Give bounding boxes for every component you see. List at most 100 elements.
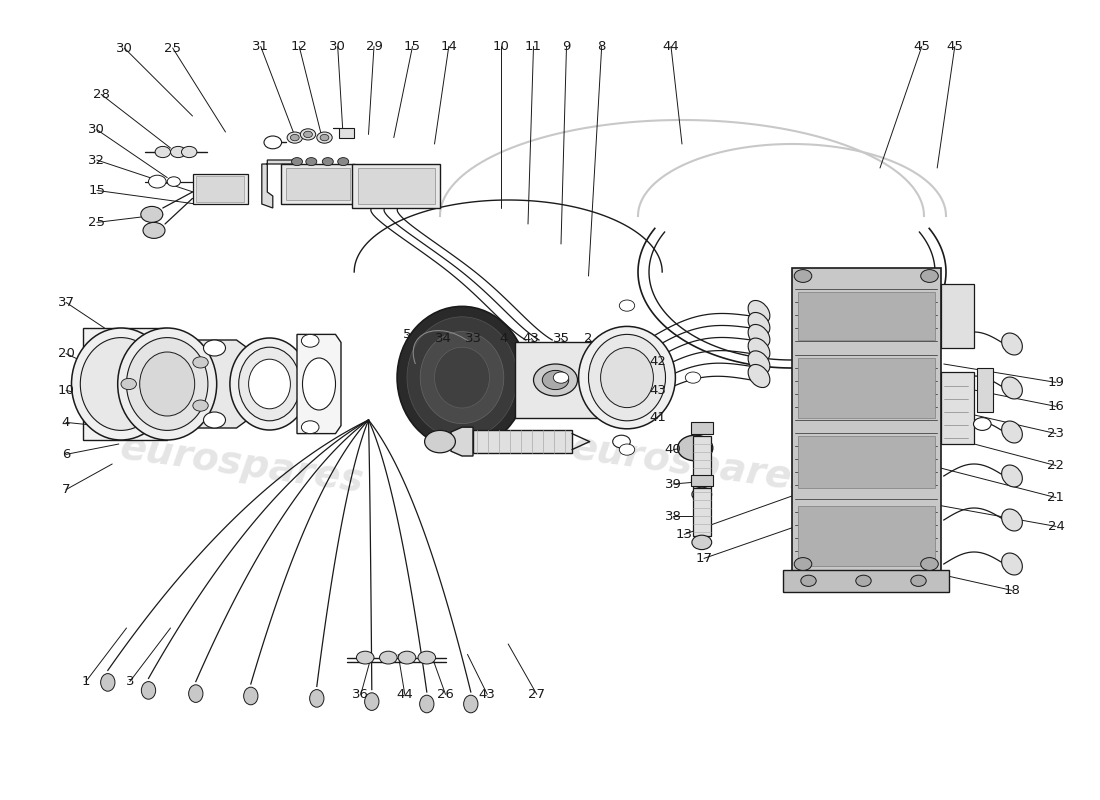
Text: 6: 6 bbox=[62, 448, 70, 461]
Text: 21: 21 bbox=[1047, 491, 1065, 504]
Circle shape bbox=[121, 378, 136, 390]
Ellipse shape bbox=[239, 347, 300, 421]
Text: 17: 17 bbox=[695, 552, 713, 565]
Bar bbox=[196, 176, 244, 202]
Circle shape bbox=[356, 651, 374, 664]
Ellipse shape bbox=[748, 338, 770, 361]
Text: 15: 15 bbox=[404, 40, 421, 53]
Ellipse shape bbox=[80, 338, 162, 430]
Text: 41: 41 bbox=[649, 411, 667, 424]
Circle shape bbox=[692, 487, 712, 502]
Circle shape bbox=[287, 132, 303, 143]
Ellipse shape bbox=[140, 352, 195, 416]
Polygon shape bbox=[192, 340, 248, 428]
Text: 4: 4 bbox=[499, 332, 508, 345]
Bar bbox=[352, 164, 440, 208]
Circle shape bbox=[143, 222, 165, 238]
Ellipse shape bbox=[302, 358, 336, 410]
Ellipse shape bbox=[748, 365, 770, 387]
Ellipse shape bbox=[748, 325, 770, 347]
Text: 45: 45 bbox=[913, 40, 931, 53]
Bar bbox=[691, 422, 713, 434]
Text: 25: 25 bbox=[164, 42, 182, 54]
Text: 39: 39 bbox=[664, 478, 682, 490]
Ellipse shape bbox=[141, 682, 156, 699]
Ellipse shape bbox=[365, 693, 378, 710]
Bar bbox=[358, 168, 434, 204]
Circle shape bbox=[141, 206, 163, 222]
Circle shape bbox=[264, 136, 282, 149]
Ellipse shape bbox=[1002, 553, 1022, 575]
Circle shape bbox=[379, 651, 397, 664]
Text: 7: 7 bbox=[62, 483, 70, 496]
Ellipse shape bbox=[420, 695, 433, 713]
Ellipse shape bbox=[1002, 509, 1022, 531]
Circle shape bbox=[801, 575, 816, 586]
Circle shape bbox=[619, 300, 635, 311]
Bar bbox=[792, 268, 940, 572]
Circle shape bbox=[619, 444, 635, 455]
Text: 32: 32 bbox=[88, 154, 106, 166]
Text: 16: 16 bbox=[1047, 400, 1065, 413]
Bar bbox=[940, 372, 974, 444]
Circle shape bbox=[292, 158, 302, 166]
Text: 43: 43 bbox=[478, 688, 496, 701]
Bar bbox=[977, 368, 993, 412]
Circle shape bbox=[856, 575, 871, 586]
Circle shape bbox=[921, 558, 938, 570]
Circle shape bbox=[182, 146, 197, 158]
Ellipse shape bbox=[243, 687, 257, 705]
Circle shape bbox=[192, 400, 208, 411]
Circle shape bbox=[322, 158, 333, 166]
Ellipse shape bbox=[579, 326, 675, 429]
Circle shape bbox=[304, 131, 312, 138]
Text: 12: 12 bbox=[290, 40, 308, 53]
Bar bbox=[693, 488, 711, 536]
Text: 42: 42 bbox=[649, 355, 667, 368]
Bar bbox=[286, 168, 350, 200]
Text: 37: 37 bbox=[57, 296, 75, 309]
Circle shape bbox=[911, 575, 926, 586]
Circle shape bbox=[204, 412, 226, 428]
Circle shape bbox=[974, 418, 991, 430]
Text: 44: 44 bbox=[662, 40, 680, 53]
Bar bbox=[693, 436, 711, 488]
Text: 30: 30 bbox=[116, 42, 133, 54]
Bar bbox=[798, 506, 935, 566]
Bar bbox=[473, 430, 572, 453]
Text: 8: 8 bbox=[597, 40, 606, 53]
Text: 29: 29 bbox=[365, 40, 383, 53]
Circle shape bbox=[921, 270, 938, 282]
Ellipse shape bbox=[748, 351, 770, 374]
Text: 13: 13 bbox=[675, 528, 693, 541]
Text: 40: 40 bbox=[664, 443, 682, 456]
Polygon shape bbox=[333, 128, 354, 138]
Text: 36: 36 bbox=[352, 688, 370, 701]
Text: 3: 3 bbox=[125, 675, 134, 688]
Polygon shape bbox=[262, 160, 295, 208]
Circle shape bbox=[306, 158, 317, 166]
Circle shape bbox=[301, 334, 319, 347]
Ellipse shape bbox=[101, 674, 114, 691]
Circle shape bbox=[425, 430, 455, 453]
Text: 26: 26 bbox=[437, 688, 454, 701]
Ellipse shape bbox=[118, 328, 217, 440]
Text: 1: 1 bbox=[81, 675, 90, 688]
Bar bbox=[515, 342, 597, 418]
Circle shape bbox=[170, 146, 186, 158]
Text: eurospares: eurospares bbox=[118, 428, 366, 500]
Ellipse shape bbox=[407, 317, 517, 438]
Ellipse shape bbox=[434, 347, 490, 408]
Text: 44: 44 bbox=[396, 688, 414, 701]
Circle shape bbox=[290, 134, 299, 141]
Bar bbox=[783, 570, 949, 592]
Text: 45: 45 bbox=[946, 40, 964, 53]
Ellipse shape bbox=[588, 334, 666, 421]
Text: 10: 10 bbox=[492, 40, 509, 53]
Ellipse shape bbox=[230, 338, 309, 430]
Circle shape bbox=[204, 340, 226, 356]
Circle shape bbox=[398, 651, 416, 664]
Text: 18: 18 bbox=[1003, 584, 1021, 597]
Text: eurospares: eurospares bbox=[569, 428, 817, 500]
Polygon shape bbox=[297, 334, 341, 434]
